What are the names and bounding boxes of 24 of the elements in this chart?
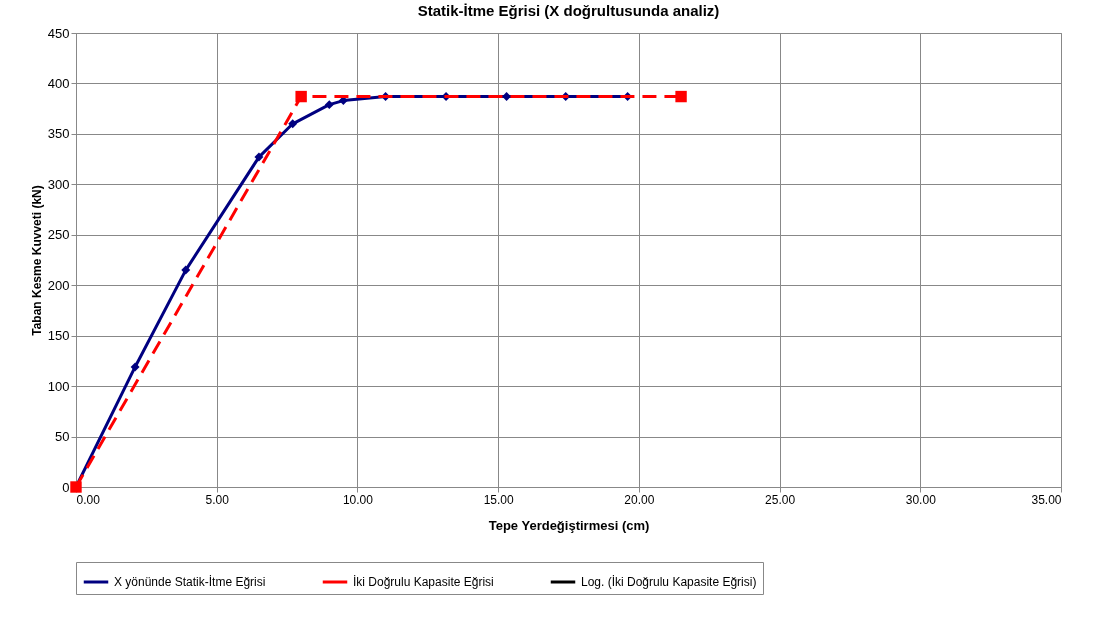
x-tick-label: 20.00 [624,492,655,507]
y-tick-label: 50 [55,429,70,445]
y-tick-label: 150 [47,328,70,344]
y-tick-label: 350 [47,126,70,142]
x-tick-label: 15.00 [483,492,514,507]
y-tick-label: 400 [47,75,70,91]
y-tick-label: 250 [47,227,70,243]
y-tick-label: 200 [47,277,70,293]
x-tick-label: 0.00 [76,492,101,507]
y-axis-title: Taban Kesme Kuvveti (kN) [29,185,44,336]
x-tick-label: 10.00 [342,492,374,507]
x-tick-label: 25.00 [765,492,796,507]
x-tick-label: 35.00 [1031,492,1062,507]
chart-title: Statik-İtme Eğrisi (X doğrultusunda analiz) [417,2,720,19]
x-tick-label: 5.00 [205,492,230,507]
legend-label: İki Doğrulu Kapasite Eğrisi [353,575,494,589]
x-tick-label: 30.00 [905,492,937,507]
legend-label: X yönünde Statik-İtme Eğrisi [114,575,266,589]
y-tick-label: 450 [47,25,70,41]
y-tick-label: 300 [47,176,70,192]
y-tick-label: 100 [47,378,70,394]
legend-label: Log. (İki Doğrulu Kapasite Eğrisi) [581,575,757,589]
x-axis-title: Tepe Yerdeğiştirmesi (cm) [488,517,650,533]
y-tick-label: 0 [62,479,70,495]
